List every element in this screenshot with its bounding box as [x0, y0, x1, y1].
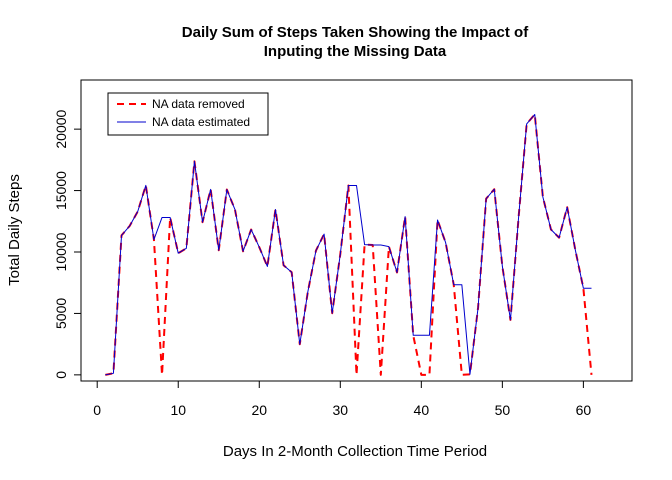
y-axis-label: Total Daily Steps	[6, 174, 23, 286]
x-axis: 0 10 20 30 40 50 60	[93, 380, 592, 418]
x-tick-label: 50	[495, 402, 511, 418]
legend-label-na-removed: NA data removed	[152, 97, 245, 111]
y-tick-label: 15000	[53, 171, 69, 210]
y-tick-label: 10000	[53, 232, 69, 271]
series-layer	[105, 113, 593, 376]
series-line-na-estimated	[105, 113, 592, 376]
x-axis-label: Days In 2-Month Collection Time Period	[223, 443, 487, 460]
legend: NA data removed NA data estimated	[107, 92, 269, 136]
series-line-na-removed	[105, 113, 593, 376]
y-tick-label: 20000	[53, 109, 69, 148]
x-tick-label: 40	[414, 402, 430, 418]
chart-title-line-1: Daily Sum of Steps Taken Showing the Imp…	[182, 24, 529, 41]
x-tick-label: 0	[93, 402, 101, 418]
legend-box	[107, 92, 269, 136]
x-tick-label: 60	[576, 402, 592, 418]
y-tick-label: 5000	[53, 298, 69, 329]
x-tick-label: 10	[170, 402, 186, 418]
x-tick-label: 20	[251, 402, 267, 418]
legend-label-na-estimated: NA data estimated	[152, 115, 250, 129]
y-axis: 0 5000 10000 15000 20000	[53, 109, 82, 379]
y-tick-label: 0	[53, 371, 69, 379]
x-tick-label: 30	[333, 402, 349, 418]
chart-title-line-2: Inputing the Missing Data	[264, 43, 447, 60]
